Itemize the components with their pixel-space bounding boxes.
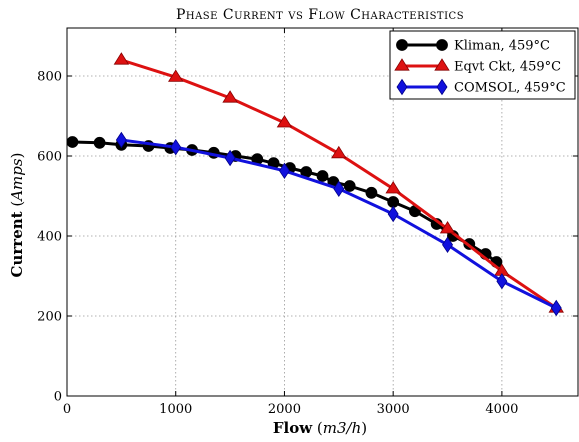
y-axis-ticks: 0 200 400 600 800: [37, 70, 578, 405]
legend-marker: [436, 39, 448, 51]
data-point: [278, 162, 290, 180]
legend-marker: [394, 58, 410, 71]
legend-marker: [396, 78, 408, 96]
legend: Kliman, 459°C Eqvt Ckt, 459°C COMSOL, 459°…: [389, 30, 576, 100]
x-axis-ticks: 0 1000 2000 3000 4000: [63, 28, 518, 417]
data-point: [333, 180, 345, 198]
x-tick-label: 4000: [485, 402, 518, 417]
y-tick-label: 400: [37, 230, 62, 245]
data-point: [170, 138, 182, 156]
data-point: [385, 181, 401, 194]
data-point: [343, 180, 356, 192]
x-tick-label: 3000: [377, 402, 410, 417]
data-point: [365, 186, 378, 199]
legend-entry: Eqvt Ckt, 459°C: [394, 58, 561, 75]
y-axis-label: Current (Amps): [8, 153, 26, 278]
data-point: [224, 149, 236, 167]
legend-marker: [434, 58, 450, 71]
x-tick-label: 0: [63, 402, 71, 417]
legend-label: Kliman, 459°C: [454, 39, 550, 54]
legend-label: Eqvt Ckt, 459°C: [454, 60, 561, 75]
data-point: [496, 272, 508, 290]
legend-marker: [396, 39, 408, 51]
data-point: [331, 145, 347, 159]
data-point: [168, 69, 184, 82]
data-point: [439, 221, 456, 234]
data-point: [550, 299, 562, 317]
x-tick-label: 2000: [268, 402, 301, 417]
legend-label: COMSOL, 459°C: [454, 81, 566, 96]
plot-frame: [66, 27, 579, 397]
legend-entry: COMSOL, 459°C: [396, 78, 566, 96]
y-tick-label: 600: [37, 150, 62, 165]
chart-title: Phase Current vs Flow Characteristics: [176, 7, 464, 23]
y-tick-label: 800: [37, 70, 62, 85]
data-point: [66, 136, 79, 148]
x-tick-label: 1000: [159, 402, 192, 417]
data-point: [442, 236, 454, 254]
series-layer: [66, 52, 564, 317]
data-point: [276, 115, 293, 128]
legend-marker: [436, 78, 448, 96]
x-axis-label: Flow (m3/h): [273, 419, 367, 437]
data-point: [387, 205, 399, 223]
x-axis-label-unit: m3/h: [323, 419, 361, 437]
y-tick-label: 200: [37, 310, 62, 325]
data-point: [113, 52, 130, 65]
data-point: [316, 170, 329, 182]
data-point: [93, 136, 106, 149]
y-axis-label-main: Current: [8, 211, 26, 277]
series-line: [121, 138, 557, 310]
y-tick-label: 0: [54, 390, 62, 405]
data-point: [115, 131, 127, 149]
x-axis-label-main: Flow: [273, 419, 313, 437]
legend-entry: Kliman, 459°C: [396, 39, 550, 54]
y-axis-label-unit: Amps: [8, 158, 26, 203]
series-diamond: [115, 131, 562, 317]
data-point: [222, 90, 238, 103]
